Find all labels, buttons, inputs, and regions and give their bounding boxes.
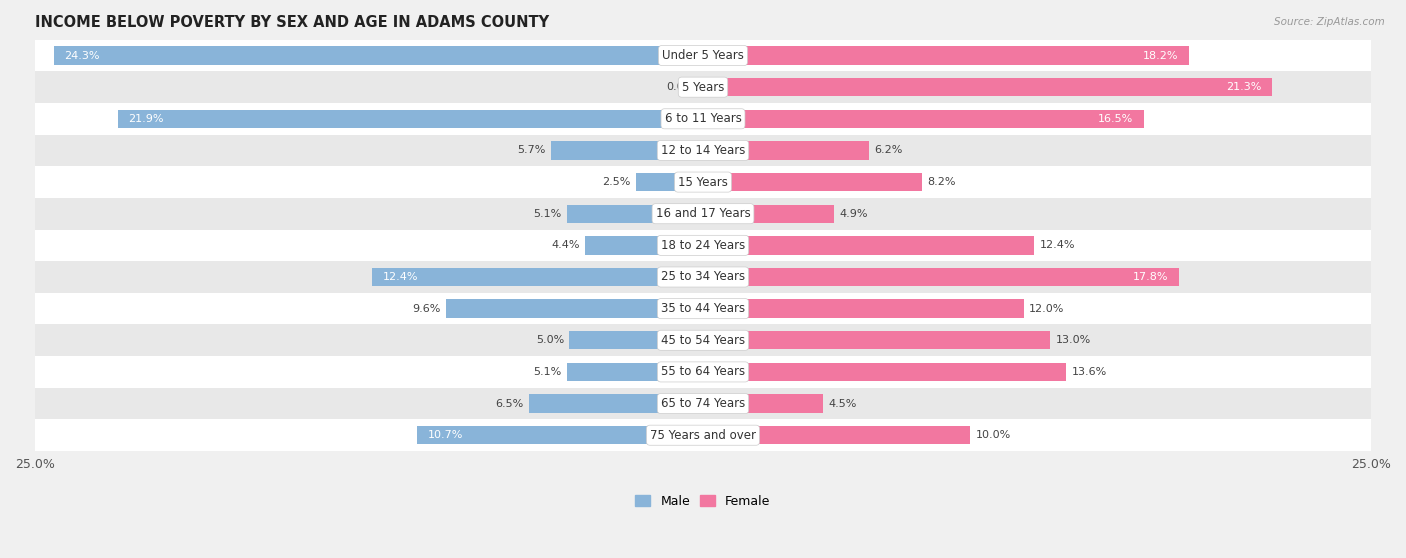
Text: 12 to 14 Years: 12 to 14 Years	[661, 144, 745, 157]
Text: 13.6%: 13.6%	[1071, 367, 1107, 377]
Bar	[118, 109, 703, 128]
Text: 55 to 64 Years: 55 to 64 Years	[661, 365, 745, 378]
Text: 5.1%: 5.1%	[533, 367, 561, 377]
Bar	[636, 173, 703, 191]
Text: 21.3%: 21.3%	[1226, 82, 1261, 92]
Bar	[585, 236, 703, 254]
Bar	[551, 141, 703, 160]
Text: 4.5%: 4.5%	[828, 398, 858, 408]
Text: 13.0%: 13.0%	[1056, 335, 1091, 345]
Bar	[35, 134, 1371, 166]
Bar	[371, 268, 703, 286]
Text: 2.5%: 2.5%	[603, 177, 631, 187]
Bar	[703, 363, 1066, 381]
Bar	[703, 141, 869, 160]
Bar	[53, 46, 703, 65]
Text: 5.0%: 5.0%	[536, 335, 564, 345]
Bar	[35, 293, 1371, 324]
Text: 75 Years and over: 75 Years and over	[650, 429, 756, 442]
Bar	[567, 205, 703, 223]
Bar	[35, 356, 1371, 388]
Bar	[35, 71, 1371, 103]
Bar	[703, 331, 1050, 349]
Bar	[703, 205, 834, 223]
Text: 6.5%: 6.5%	[496, 398, 524, 408]
Bar	[703, 78, 1272, 97]
Text: 6.2%: 6.2%	[875, 146, 903, 156]
Text: 9.6%: 9.6%	[413, 304, 441, 314]
Text: 6 to 11 Years: 6 to 11 Years	[665, 112, 741, 126]
Bar	[703, 426, 970, 444]
Bar	[703, 236, 1035, 254]
Text: INCOME BELOW POVERTY BY SEX AND AGE IN ADAMS COUNTY: INCOME BELOW POVERTY BY SEX AND AGE IN A…	[35, 15, 550, 30]
Bar	[35, 229, 1371, 261]
Text: 12.0%: 12.0%	[1029, 304, 1064, 314]
Bar	[703, 173, 922, 191]
Text: 17.8%: 17.8%	[1132, 272, 1168, 282]
Bar	[35, 324, 1371, 356]
Text: 24.3%: 24.3%	[65, 51, 100, 60]
Text: 35 to 44 Years: 35 to 44 Years	[661, 302, 745, 315]
Text: 10.0%: 10.0%	[976, 430, 1011, 440]
Text: 4.9%: 4.9%	[839, 209, 868, 219]
Bar	[35, 103, 1371, 134]
Text: 45 to 54 Years: 45 to 54 Years	[661, 334, 745, 347]
Bar	[529, 395, 703, 413]
Bar	[35, 388, 1371, 420]
Bar	[703, 268, 1178, 286]
Text: 0.0%: 0.0%	[666, 82, 695, 92]
Text: 25 to 34 Years: 25 to 34 Years	[661, 271, 745, 283]
Text: 21.9%: 21.9%	[128, 114, 165, 124]
Text: Source: ZipAtlas.com: Source: ZipAtlas.com	[1274, 17, 1385, 27]
Text: 5.1%: 5.1%	[533, 209, 561, 219]
Bar	[35, 166, 1371, 198]
Text: 8.2%: 8.2%	[928, 177, 956, 187]
Bar	[35, 261, 1371, 293]
Text: 65 to 74 Years: 65 to 74 Years	[661, 397, 745, 410]
Text: 4.4%: 4.4%	[551, 240, 581, 251]
Text: 18.2%: 18.2%	[1143, 51, 1178, 60]
Text: 18 to 24 Years: 18 to 24 Years	[661, 239, 745, 252]
Text: 12.4%: 12.4%	[382, 272, 418, 282]
Bar	[703, 46, 1189, 65]
Text: 10.7%: 10.7%	[427, 430, 463, 440]
Text: 15 Years: 15 Years	[678, 176, 728, 189]
Text: 12.4%: 12.4%	[1039, 240, 1076, 251]
Bar	[447, 300, 703, 318]
Bar	[703, 109, 1144, 128]
Text: Under 5 Years: Under 5 Years	[662, 49, 744, 62]
Bar	[567, 363, 703, 381]
Text: 5 Years: 5 Years	[682, 81, 724, 94]
Bar	[569, 331, 703, 349]
Bar	[418, 426, 703, 444]
Bar	[35, 198, 1371, 229]
Bar	[35, 420, 1371, 451]
Legend: Male, Female: Male, Female	[630, 490, 776, 513]
Bar	[35, 40, 1371, 71]
Text: 5.7%: 5.7%	[517, 146, 546, 156]
Text: 16 and 17 Years: 16 and 17 Years	[655, 207, 751, 220]
Text: 16.5%: 16.5%	[1098, 114, 1133, 124]
Bar	[703, 395, 824, 413]
Bar	[703, 300, 1024, 318]
